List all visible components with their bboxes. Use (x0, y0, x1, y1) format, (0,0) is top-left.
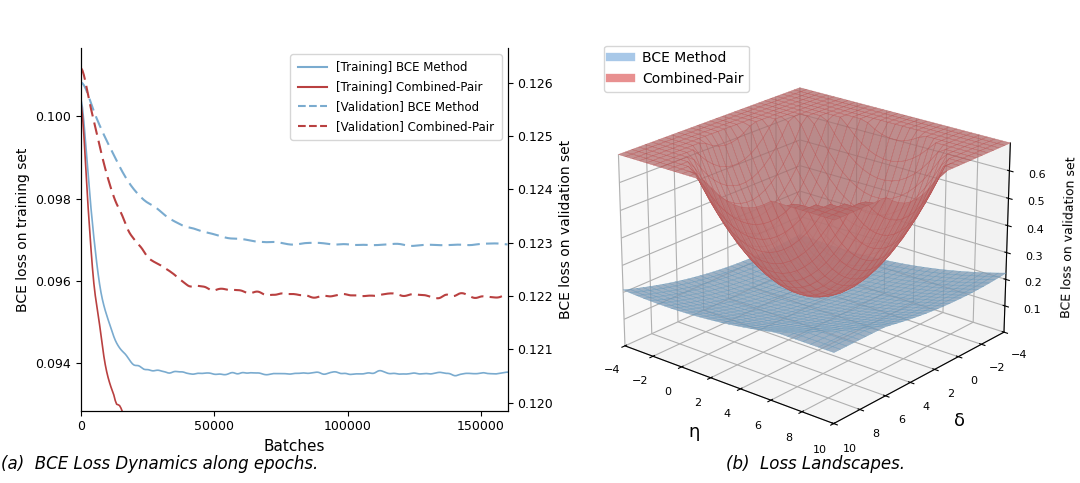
Text: (b)  Loss Landscapes.: (b) Loss Landscapes. (726, 455, 905, 473)
Text: (a)  BCE Loss Dynamics along epochs.: (a) BCE Loss Dynamics along epochs. (1, 455, 319, 473)
Legend: [Training] BCE Method, [Training] Combined-Pair, [Validation] BCE Method, [Valid: [Training] BCE Method, [Training] Combin… (291, 54, 502, 140)
X-axis label: η: η (688, 423, 700, 440)
Legend: BCE Method, Combined-Pair: BCE Method, Combined-Pair (605, 45, 748, 92)
Y-axis label: BCE loss on validation set: BCE loss on validation set (558, 140, 572, 319)
Y-axis label: BCE loss on training set: BCE loss on training set (16, 147, 30, 312)
X-axis label: Batches: Batches (264, 439, 325, 454)
Y-axis label: δ: δ (954, 412, 966, 430)
